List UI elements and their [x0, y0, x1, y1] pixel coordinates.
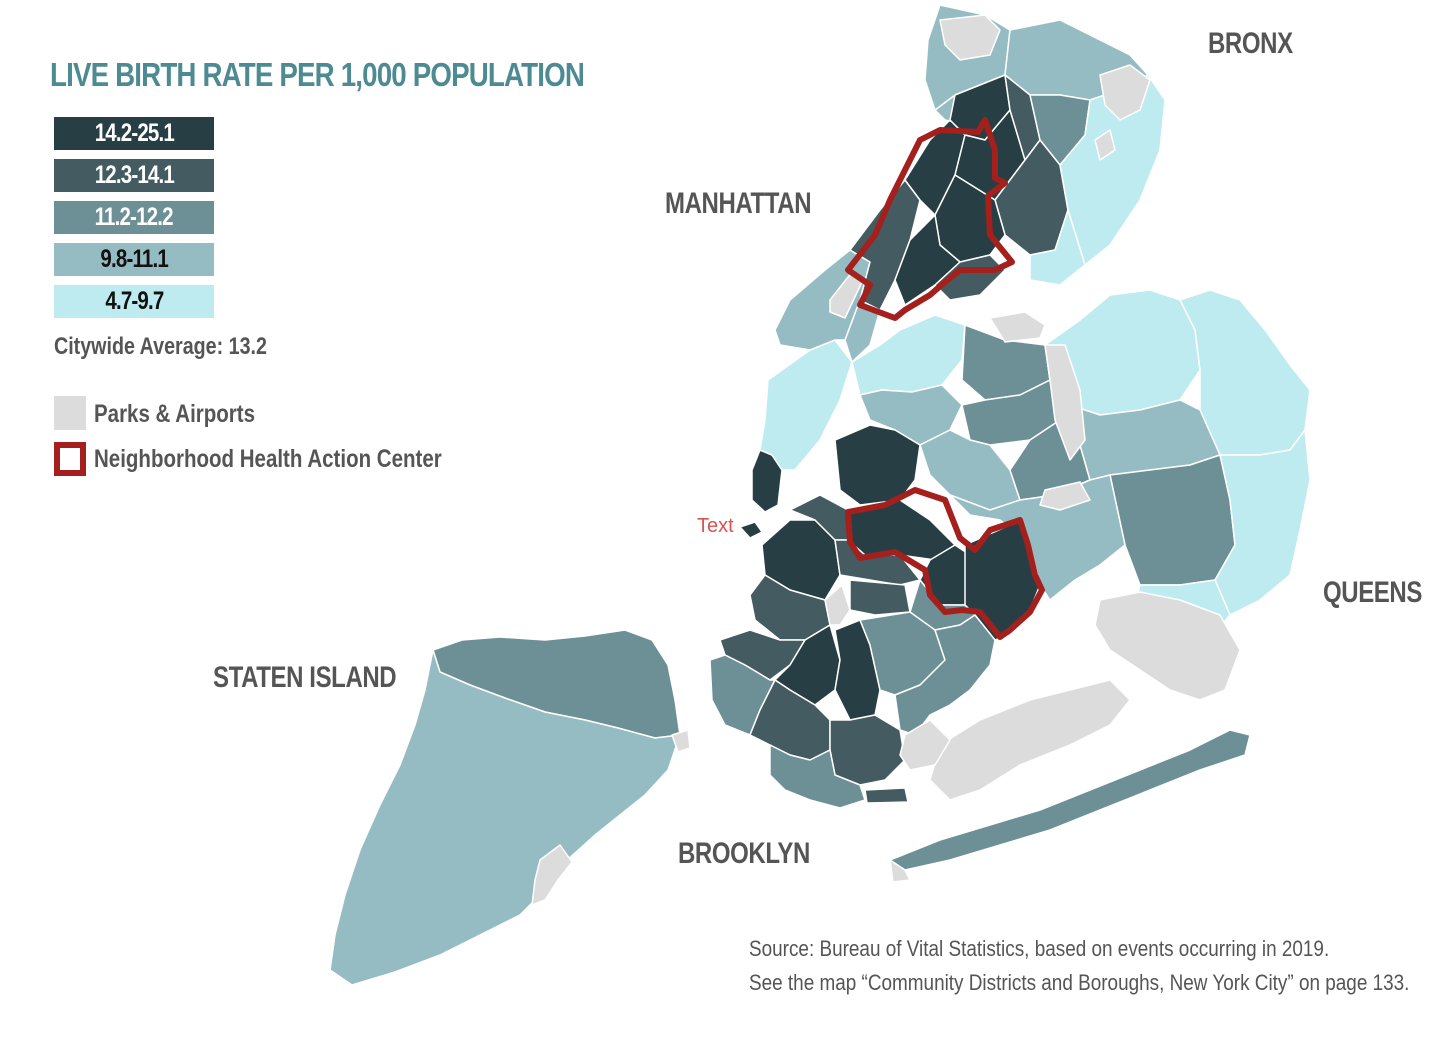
legend-label-class-2: 12.3-14.1 [94, 161, 174, 189]
brooklyn-marine-park [899, 719, 951, 771]
legend-swatch-class-4: 9.8-11.1 [54, 243, 214, 276]
borough-label-staten-island: STATEN ISLAND [213, 661, 397, 694]
legend-swatch-class-2: 12.3-14.1 [54, 159, 214, 192]
queens-rockaway [889, 729, 1251, 871]
borough-label-brooklyn: BROOKLYN [678, 837, 810, 870]
bronx-east-3 [1029, 209, 1086, 286]
legend-label-class-1: 14.2-25.1 [94, 119, 174, 147]
source-note-line-1: Source: Bureau of Vital Statistics, base… [749, 936, 1330, 961]
brooklyn-prospect-park [824, 584, 851, 626]
legend-label-class-5: 4.7-9.7 [104, 287, 164, 315]
source-note-line-2: See the map “Community Districts and Bor… [749, 970, 1410, 995]
bronx-park-2 [1094, 129, 1116, 161]
parks-airports-swatch [54, 396, 86, 430]
bronx-park [1099, 64, 1151, 121]
brooklyn-coney-island [769, 744, 866, 809]
legend-swatch-class-3: 11.2-12.2 [54, 201, 214, 234]
queens-jfk [1094, 591, 1241, 701]
queens-queens-village [1214, 429, 1311, 616]
bronx-park-3 [939, 14, 1001, 61]
queens-forest-park [1039, 481, 1091, 511]
staten-island-districts [329, 629, 691, 986]
brooklyn-manhattan-beach [864, 787, 909, 804]
queens-astoria [859, 384, 963, 446]
nhac-label: Neighborhood Health Action Center [94, 445, 442, 473]
nhac-outline-east [845, 487, 1045, 640]
brooklyn-midwood [829, 714, 906, 786]
borough-label-queens: QUEENS [1323, 576, 1422, 609]
staten-island-east-park [671, 729, 691, 753]
manhattan-park [829, 271, 863, 319]
legend-swatch-class-1: 14.2-25.1 [54, 117, 214, 150]
borough-label-manhattan: MANHATTAN [665, 187, 812, 220]
borough-label-bronx: BRONX [1208, 27, 1293, 60]
stray-text-label: Text [697, 515, 734, 537]
legend-label-class-3: 11.2-12.2 [94, 203, 174, 231]
borough-shapes [329, 4, 1311, 986]
bronx-south-3 [934, 254, 1006, 301]
parks-airports-label: Parks & Airports [94, 400, 256, 428]
manhattan-upper-east [844, 299, 881, 363]
map-title: LIVE BIRTH RATE PER 1,000 POPULATION [50, 56, 585, 93]
nhac-outline-north [845, 117, 1015, 321]
nhac-outlines [845, 117, 1045, 640]
brooklyn-canarsie [894, 614, 996, 736]
staten-island-park [531, 844, 573, 906]
queens-jamaica [1109, 454, 1236, 586]
brooklyn-governors-island [739, 521, 763, 539]
queens-laguardia [989, 311, 1046, 343]
queens-jamaica-bay-park [929, 679, 1131, 801]
brooklyn-districts [709, 424, 1041, 809]
nhac-swatch [54, 442, 86, 476]
queens-districts [851, 289, 1311, 883]
queens-flushing-meadows [1044, 344, 1086, 461]
legend-label-class-4: 9.8-11.1 [100, 245, 168, 273]
brooklyn-greenpoint [834, 424, 921, 506]
bronx-south-2 [894, 214, 961, 306]
queens-rockaway-park [889, 859, 911, 883]
bronx-districts [894, 4, 1166, 306]
brooklyn-crown-heights [849, 579, 911, 616]
legend-swatch-class-5: 4.7-9.7 [54, 285, 214, 318]
citywide-average: Citywide Average: 13.2 [54, 333, 267, 360]
